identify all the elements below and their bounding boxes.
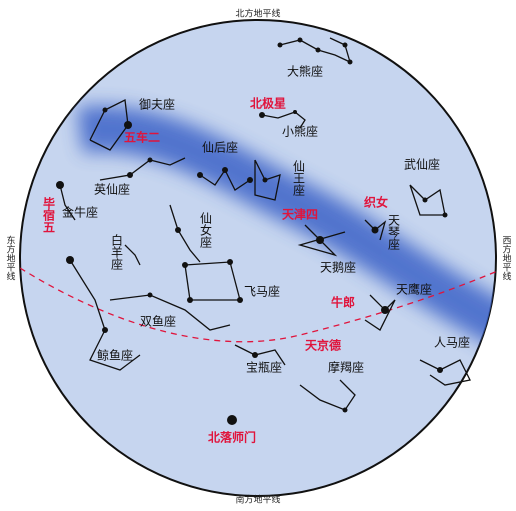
star-label: 北极星 <box>250 96 286 111</box>
constellation-label: 人马座 <box>434 335 470 350</box>
constellation-label: 大熊座 <box>287 64 323 79</box>
constellation-label: 仙女座 <box>199 212 213 249</box>
constellation-label: 摩羯座 <box>328 360 364 375</box>
constellation-label: 白羊座 <box>110 233 124 271</box>
constellation-label: 小熊座 <box>282 124 318 139</box>
constellation-label: 仙王座 <box>292 160 306 197</box>
constellation-label: 英仙座 <box>94 182 130 197</box>
ecliptic <box>20 267 496 343</box>
star-label: 织女 <box>364 195 388 210</box>
constellation-label: 宝瓶座 <box>246 360 282 375</box>
constellation-label: 金牛座 <box>62 205 98 220</box>
constellation-label: 鲸鱼座 <box>97 348 133 363</box>
constellation-label: 仙后座 <box>202 140 238 155</box>
star-figures <box>56 37 471 425</box>
constellation-label: 武仙座 <box>404 157 440 172</box>
star-label: 北落师门 <box>208 430 256 445</box>
constellation-label: 天鹅座 <box>320 260 356 275</box>
milky-way <box>77 105 496 356</box>
constellation-label: 双鱼座 <box>140 314 176 329</box>
horizon-label: 北方地平线 <box>235 8 280 20</box>
constellation-label: 天鹰座 <box>396 282 432 297</box>
horizon-label: 南方地平线 <box>235 494 280 506</box>
constellation-label: 飞马座 <box>244 284 280 299</box>
constellation-label: 御夫座 <box>139 97 175 112</box>
constellation-label: 天琴座 <box>387 214 401 251</box>
star-label: 毕宿五 <box>42 196 56 233</box>
star-label: 牛郎 <box>331 295 355 310</box>
star-label: 天京德 <box>305 338 341 353</box>
star-label: 五车二 <box>124 130 160 145</box>
horizon-label: 东方地平线 <box>5 234 16 280</box>
horizon-label: 西方地平线 <box>501 235 512 280</box>
star-label: 天津四 <box>282 207 318 222</box>
